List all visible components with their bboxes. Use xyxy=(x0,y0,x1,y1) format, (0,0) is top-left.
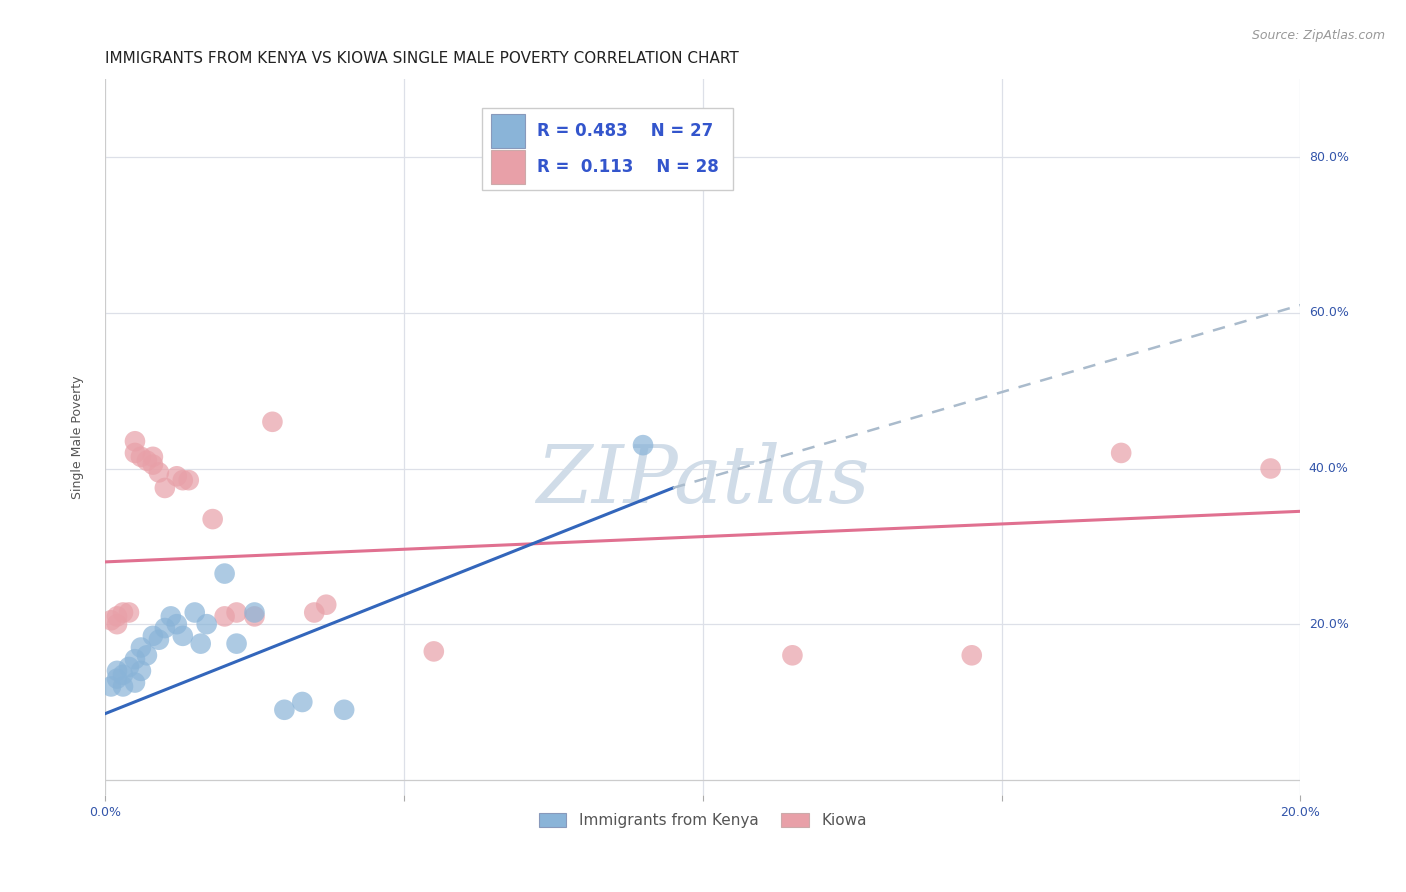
Text: R = 0.483    N = 27: R = 0.483 N = 27 xyxy=(537,122,713,140)
Point xyxy=(423,644,446,658)
Point xyxy=(148,466,170,480)
Point xyxy=(124,652,146,666)
Point xyxy=(129,450,152,464)
Point xyxy=(118,606,141,620)
Text: 20.0%: 20.0% xyxy=(1309,617,1348,631)
Text: 40.0%: 40.0% xyxy=(1309,462,1348,475)
Point xyxy=(291,695,314,709)
Point xyxy=(172,473,194,487)
Point xyxy=(243,606,266,620)
Point xyxy=(153,481,176,495)
Point xyxy=(105,617,128,632)
Point xyxy=(142,629,165,643)
Point xyxy=(129,640,152,655)
Text: 60.0%: 60.0% xyxy=(1309,306,1348,319)
FancyBboxPatch shape xyxy=(482,108,733,190)
Point xyxy=(142,458,165,472)
Text: IMMIGRANTS FROM KENYA VS KIOWA SINGLE MALE POVERTY CORRELATION CHART: IMMIGRANTS FROM KENYA VS KIOWA SINGLE MA… xyxy=(105,51,738,66)
Point xyxy=(142,450,165,464)
Point xyxy=(183,606,205,620)
Point xyxy=(201,512,224,526)
FancyBboxPatch shape xyxy=(491,150,524,185)
Point xyxy=(225,606,247,620)
Text: R =  0.113    N = 28: R = 0.113 N = 28 xyxy=(537,158,718,177)
Point xyxy=(135,648,157,663)
Text: Source: ZipAtlas.com: Source: ZipAtlas.com xyxy=(1251,29,1385,43)
Point xyxy=(159,609,181,624)
Text: 80.0%: 80.0% xyxy=(1309,151,1348,163)
Point xyxy=(111,606,134,620)
Point xyxy=(124,446,146,460)
Point xyxy=(111,680,134,694)
Point xyxy=(148,632,170,647)
Point xyxy=(273,703,295,717)
Point xyxy=(262,415,284,429)
Point xyxy=(190,637,212,651)
Point xyxy=(782,648,804,663)
Point xyxy=(124,434,146,449)
FancyBboxPatch shape xyxy=(491,114,524,148)
Point xyxy=(118,660,141,674)
Point xyxy=(166,469,188,483)
Point xyxy=(105,609,128,624)
Point xyxy=(243,609,266,624)
Legend: Immigrants from Kenya, Kiowa: Immigrants from Kenya, Kiowa xyxy=(533,806,873,834)
Point xyxy=(304,606,326,620)
Point xyxy=(100,613,122,627)
Point xyxy=(315,598,337,612)
Point xyxy=(135,454,157,468)
Point xyxy=(225,637,247,651)
Point xyxy=(1260,461,1282,475)
Text: ZIPatlas: ZIPatlas xyxy=(536,442,869,519)
Point xyxy=(111,667,134,681)
Point xyxy=(333,703,356,717)
Point xyxy=(195,617,218,632)
Point xyxy=(124,675,146,690)
Point xyxy=(105,664,128,678)
Point xyxy=(631,438,654,452)
Point xyxy=(105,672,128,686)
Point xyxy=(177,473,200,487)
Point xyxy=(129,664,152,678)
Point xyxy=(1109,446,1132,460)
Point xyxy=(153,621,176,635)
Point xyxy=(960,648,983,663)
Point xyxy=(172,629,194,643)
Point xyxy=(214,609,236,624)
Point xyxy=(166,617,188,632)
Point xyxy=(100,680,122,694)
Y-axis label: Single Male Poverty: Single Male Poverty xyxy=(72,376,84,500)
Point xyxy=(214,566,236,581)
